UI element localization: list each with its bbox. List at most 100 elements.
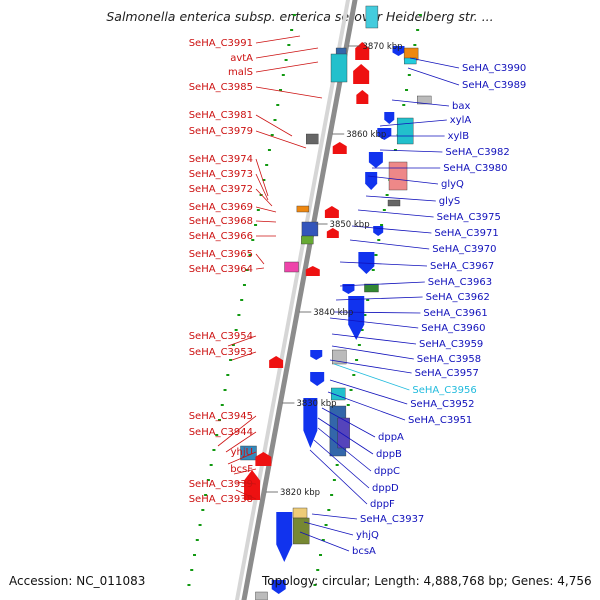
right-gene-label: dppF [370,499,395,510]
topology-text: Topology: circular; Length: 4,888,768 bp… [262,574,592,588]
gene-feature [292,517,310,545]
tick-mark-left [287,44,291,46]
tick-mark-right [407,74,411,76]
left-gene-label: yhjU [231,447,253,458]
tick-mark-left [226,374,230,376]
tick-mark-right [357,344,361,346]
left-gene-label: SeHA_C3966 [189,231,253,242]
right-leader-line [339,261,428,267]
forward-gene-arrow [368,152,383,168]
right-leader-line [309,449,368,505]
scale-label: 3840 kbp [313,308,353,318]
left-leader-line [231,351,257,361]
forward-gene-arrow [310,350,323,360]
right-gene-label: SeHA_C3982 [445,147,509,158]
forward-gene-arrow [276,512,293,562]
left-gene-label: SeHA_C3939 [189,479,253,490]
tick-mark-left [254,224,258,226]
forward-gene-arrow [303,398,318,448]
right-gene-label: SeHA_C3970 [432,244,496,255]
left-gene-label: SeHA_C3985 [189,82,253,93]
tick-mark-left [229,359,233,361]
left-leader-line [255,158,269,197]
right-leader-line [313,439,370,489]
tick-mark-right [352,374,356,376]
left-leader-line [255,114,293,137]
forward-gene-arrow [342,284,355,294]
right-leader-line [365,195,436,202]
tick-mark-right [374,254,378,256]
right-leader-line [351,225,432,234]
tick-mark-left [284,59,288,61]
reverse-gene-arrow [269,356,284,368]
right-gene-label: bcsA [352,546,376,557]
leader-lines-group [217,35,460,552]
tick-mark-left [240,299,244,301]
gene-feature [301,221,319,237]
left-gene-label: SeHA_C3964 [189,264,253,275]
left-leader-line [227,451,257,465]
tick-mark-left [187,584,191,586]
gene-feature [301,235,314,245]
left-gene-label: SeHA_C3972 [189,184,253,195]
reverse-gene-arrow [305,266,320,276]
right-gene-label: xylB [448,131,470,142]
right-gene-label: glyQ [441,179,464,190]
tick-mark-left [204,494,208,496]
right-leader-line [407,67,460,86]
left-leader-line [255,130,307,149]
right-leader-line [303,521,354,536]
backbone-shadow [234,0,351,600]
right-gene-label: SeHA_C3980 [443,163,507,174]
right-gene-label: bax [452,101,470,112]
right-gene-label: SeHA_C3989 [462,80,526,91]
tick-mark-left [201,509,205,511]
tick-mark-right [335,464,339,466]
gene-feature [296,205,310,213]
tick-mark-left [231,344,235,346]
left-leader-line [255,47,319,59]
tick-mark-left [270,134,274,136]
gene-feature [284,261,299,273]
scale-labels-group: 3870 kbp 3860 kbp 3850 kbp 3840 kbp 3830 kbp… [265,42,403,498]
tick-mark-right [349,389,353,391]
left-gene-label: malS [228,67,253,78]
tick-mark-right [324,524,328,526]
tick-mark-left [215,434,219,436]
forward-gene-arrow [271,580,286,594]
tick-mark-left [292,14,296,16]
left-gene-label: SeHA_C3954 [189,331,253,342]
right-gene-label: SeHA_C3990 [462,63,526,74]
forward-gene-arrow [377,128,392,140]
left-leader-line [255,61,319,73]
tick-mark-right [405,89,409,91]
right-leader-line [321,407,376,438]
tick-mark-right [332,479,336,481]
right-gene-label: yhjQ [356,530,379,541]
right-leader-line [299,531,350,552]
tick-mark-right [346,404,350,406]
tick-mark-right [377,239,381,241]
accession-text: Accession: NC_011083 [9,574,146,588]
right-gene-label: SeHA_C3961 [423,308,487,319]
tick-mark-left [256,209,260,211]
left-gene-label: SeHA_C3965 [189,249,253,260]
tick-mark-right [355,359,359,361]
left-gene-label: SeHA_C3979 [189,126,253,137]
right-leader-line [331,345,414,360]
gene-feature [387,199,401,207]
tick-mark-right [418,14,422,16]
tick-mark-left [220,404,224,406]
gene-feature [337,417,350,449]
right-gene-label: dppD [372,483,399,494]
reverse-gene-arrow [326,228,339,238]
tick-mark-right [319,554,323,556]
tick-mark-right [413,44,417,46]
gene-feature [306,133,319,145]
right-gene-label: SeHA_C3958 [417,354,481,365]
right-leader-line [409,57,460,69]
tick-mark-right [371,269,375,271]
tick-mark-right [402,104,406,106]
left-gene-label: SeHA_C3945 [189,411,253,422]
